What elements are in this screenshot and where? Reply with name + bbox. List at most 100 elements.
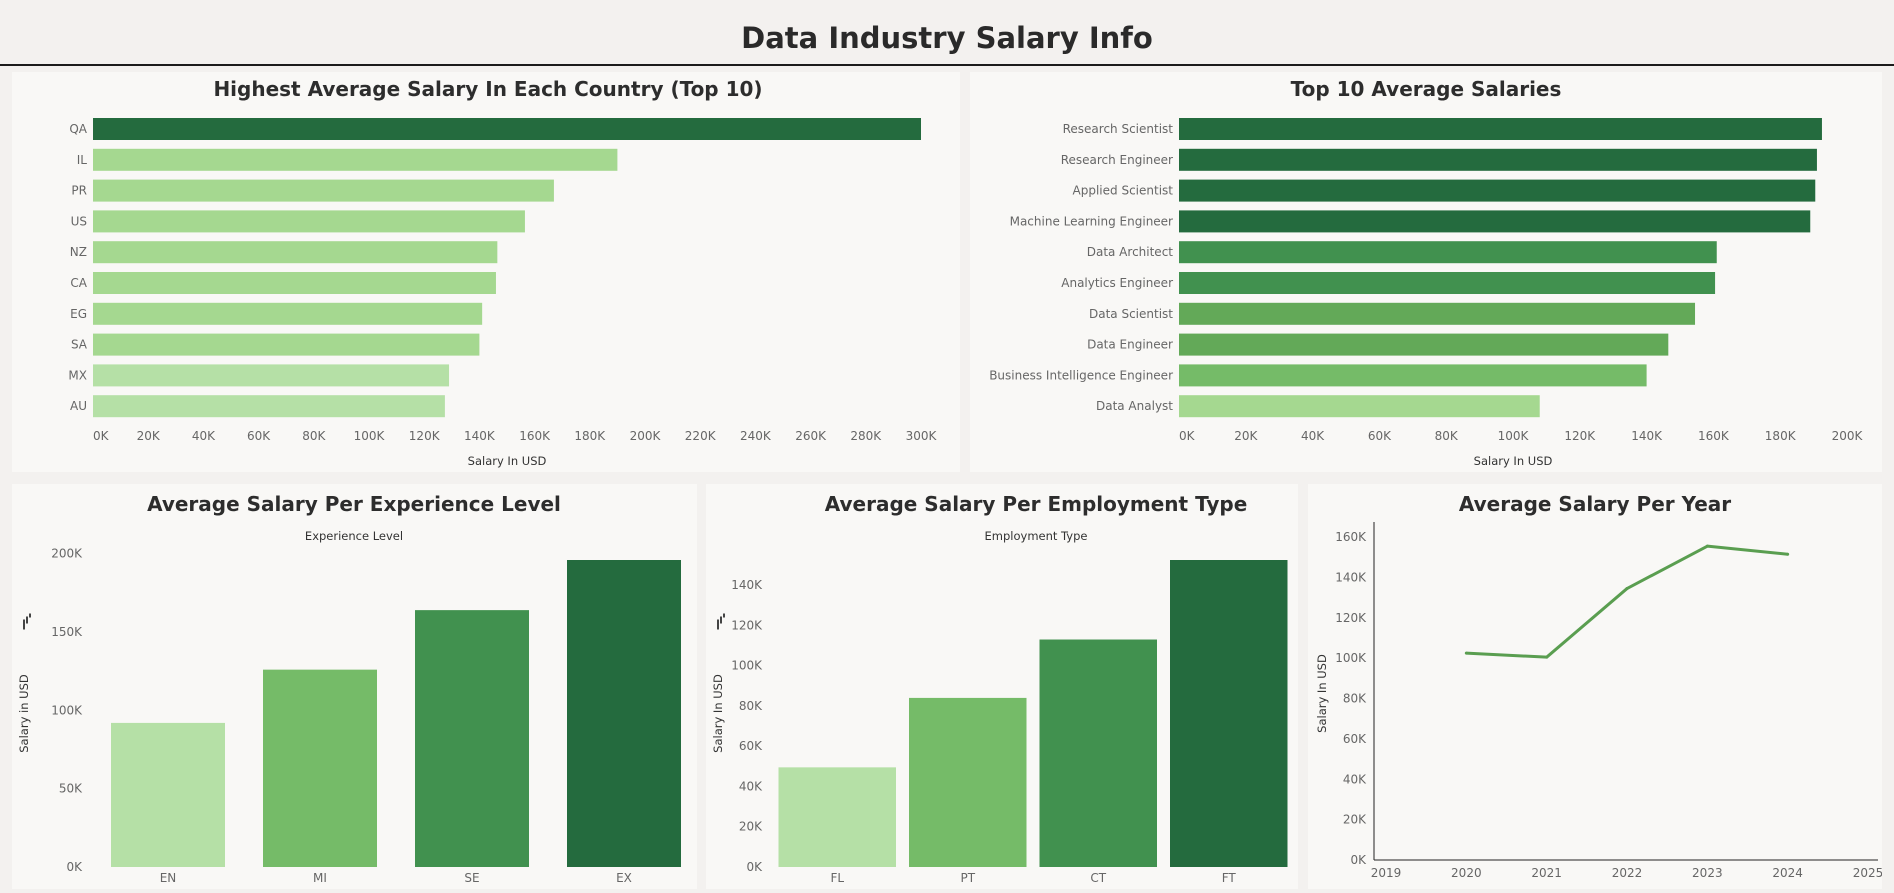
x-axis-header: Employment Type [985,529,1088,543]
x-tick-label: 2025 [1853,866,1882,880]
bar [909,697,1027,867]
y-tick-label: 0K [1350,853,1367,867]
x-tick-label: 160K [1698,429,1730,443]
category-label: CT [1090,871,1106,885]
bar [1179,395,1540,418]
x-tick-label: 0K [1179,429,1196,443]
category-label: Data Analyst [1096,399,1173,413]
x-tick-label: 300K [906,429,938,443]
category-label: Machine Learning Engineer [1010,214,1173,228]
bar [93,210,525,233]
bar [93,241,498,264]
y-tick-label: 0K [66,860,83,874]
bar [93,395,445,418]
category-label: SA [71,338,88,352]
category-label: Research Engineer [1061,153,1173,167]
y-tick-label: 140K [731,578,763,592]
data-point [1786,552,1790,556]
y-axis-label: Salary In USD [1315,654,1329,733]
category-label: CA [70,276,87,290]
x-tick-label: 60K [247,429,271,443]
y-tick-label: 60K [739,739,763,753]
x-tick-label: 20K [137,429,161,443]
x-tick-label: 2023 [1692,866,1723,880]
bar [567,560,681,867]
panel-top-salaries: Top 10 Average Salaries Research Scientis… [970,72,1882,472]
x-tick-label: 120K [1564,429,1596,443]
y-tick-label: 60K [1343,732,1367,746]
bar [778,767,896,867]
category-label: Data Scientist [1089,307,1173,321]
category-label: EG [70,307,87,321]
category-label: MI [313,871,327,885]
x-axis-header: Experience Level [305,529,403,543]
category-label: Research Scientist [1063,122,1174,136]
category-label: IL [77,153,88,167]
x-tick-label: 160K [519,429,551,443]
y-tick-label: 20K [739,820,763,834]
chart-title: Highest Average Salary In Each Country (… [213,77,762,101]
x-tick-label: 60K [1368,429,1392,443]
x-tick-label: 2019 [1371,866,1402,880]
bar [1179,241,1717,264]
x-tick-label: 240K [740,429,772,443]
bar [1170,560,1288,867]
dashboard-title: Data Industry Salary Info [0,0,1894,66]
bar [111,722,225,867]
category-label: Applied Scientist [1073,184,1174,198]
x-tick-label: 2021 [1531,866,1562,880]
series-line [1466,544,1788,659]
y-tick-label: 50K [59,782,83,796]
x-tick-label: 100K [1498,429,1530,443]
bar [1179,333,1669,356]
category-label: Business Intelligence Engineer [989,368,1173,382]
x-axis-label: Salary In USD [468,454,547,468]
category-label: Data Engineer [1087,338,1173,352]
salary-per-year-chart: Average Salary Per Year 0K 20K 40K 60K 80K 100… [1315,492,1882,880]
panel-employment-type: Average Salary Per Employment Type Employ… [706,484,1298,889]
bar [93,333,480,356]
sort-bars-icon [23,613,31,630]
x-tick-label: 140K [464,429,496,443]
category-label: Data Architect [1087,245,1174,259]
category-label: Analytics Engineer [1061,276,1173,290]
bar [1039,639,1157,867]
x-tick-label: 2024 [1772,866,1803,880]
x-tick-label: 200K [630,429,662,443]
y-tick-label: 80K [1343,692,1367,706]
x-tick-label: 40K [192,429,216,443]
data-point [1545,655,1549,659]
bar [1179,148,1817,171]
y-tick-label: 80K [739,699,763,713]
chart-title: Average Salary Per Experience Level [147,492,561,516]
y-tick-label: 140K [1335,570,1367,584]
category-label: QA [69,122,87,136]
bar [1179,118,1822,140]
x-tick-label: 180K [574,429,606,443]
bar [1179,302,1696,325]
y-tick-label: 120K [1335,611,1367,625]
panel-experience-level: Average Salary Per Experience Level Exper… [12,484,697,889]
x-tick-label: 220K [685,429,717,443]
bar [1179,179,1816,202]
x-tick-label: 140K [1631,429,1663,443]
x-tick-label: 0K [93,429,110,443]
x-tick-label: 200K [1832,429,1864,443]
chart-title: Average Salary Per Employment Type [825,492,1248,516]
category-label: EN [160,871,177,885]
data-point [1625,587,1629,591]
x-axis-label: Salary In USD [1474,454,1553,468]
category-label: AU [70,399,87,413]
category-label: PT [960,871,975,885]
category-label: FL [830,871,844,885]
panel-salary-per-year: Average Salary Per Year 0K 20K 40K 60K 80K 100… [1308,484,1882,889]
y-tick-label: 0K [746,860,763,874]
x-tick-label: 280K [850,429,882,443]
chart-title: Top 10 Average Salaries [1291,77,1562,101]
x-tick-label: 180K [1765,429,1797,443]
chart-title: Average Salary Per Year [1459,492,1731,516]
x-tick-label: 80K [1435,429,1459,443]
x-tick-label: 80K [302,429,326,443]
category-label: US [71,214,87,228]
bar [1179,210,1811,233]
